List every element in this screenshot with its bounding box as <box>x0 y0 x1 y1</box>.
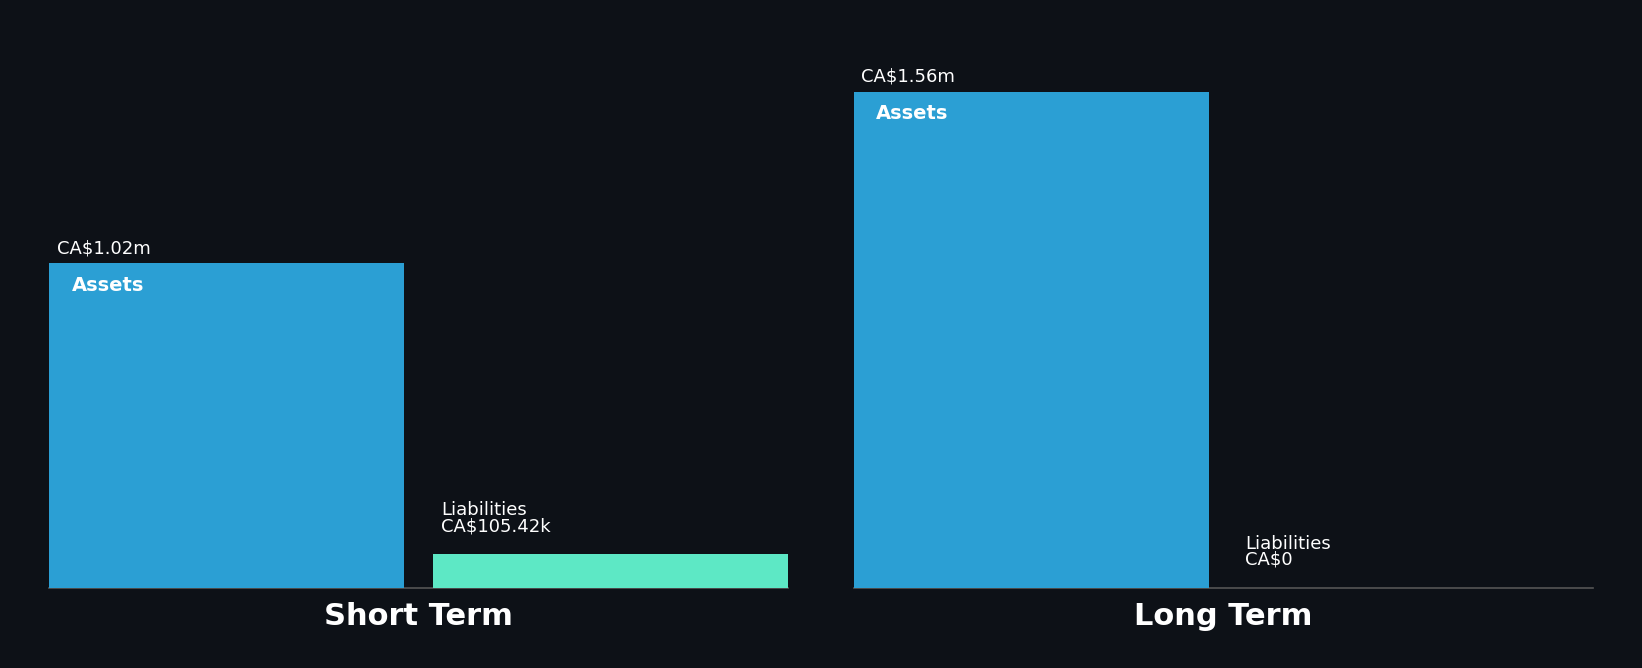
Text: Assets: Assets <box>72 276 144 295</box>
Text: CA$0: CA$0 <box>1246 550 1294 568</box>
Text: Assets: Assets <box>877 104 949 124</box>
Text: Liabilities: Liabilities <box>440 501 527 519</box>
Text: CA$1.02m: CA$1.02m <box>56 239 151 257</box>
Text: CA$105.42k: CA$105.42k <box>440 517 550 535</box>
Bar <box>854 92 1209 588</box>
Bar <box>49 263 404 588</box>
Bar <box>433 554 788 588</box>
Text: CA$1.56m: CA$1.56m <box>862 67 956 86</box>
X-axis label: Long Term: Long Term <box>1135 602 1312 631</box>
Text: Liabilities: Liabilities <box>1246 535 1332 553</box>
X-axis label: Short Term: Short Term <box>323 602 514 631</box>
